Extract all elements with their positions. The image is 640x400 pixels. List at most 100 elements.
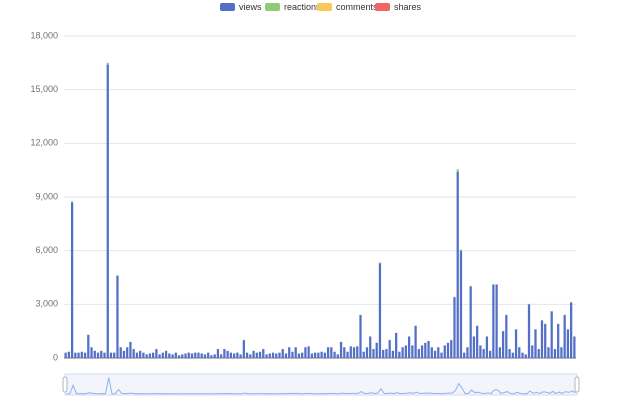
bar [492, 284, 495, 285]
bar [375, 342, 378, 358]
bar [142, 352, 145, 358]
bar [508, 349, 511, 358]
legend-swatch[interactable] [375, 3, 390, 11]
bar [268, 353, 271, 358]
bar [372, 349, 375, 358]
bar [553, 349, 557, 358]
bar [420, 345, 424, 358]
bar [547, 347, 550, 358]
bar [570, 302, 573, 358]
bar [216, 349, 220, 358]
bar [362, 351, 365, 358]
bar [119, 347, 122, 358]
legend-swatch[interactable] [317, 3, 332, 11]
bar [113, 352, 116, 358]
y-tick-label: 18,000 [30, 30, 58, 40]
bar [288, 347, 291, 358]
bar [271, 352, 275, 358]
bar [229, 352, 233, 358]
bar [145, 354, 148, 358]
bar [407, 336, 411, 358]
bar [70, 202, 74, 358]
bar [87, 334, 90, 358]
legend-label[interactable]: reactions [284, 2, 321, 12]
bar [100, 350, 103, 358]
bar [427, 341, 430, 358]
bar [132, 349, 135, 358]
bar [391, 350, 395, 358]
y-tick-label: 9,000 [35, 191, 58, 201]
bar [346, 351, 349, 358]
bar [352, 347, 356, 358]
bar [116, 275, 119, 276]
bar [495, 284, 498, 358]
bar [168, 353, 171, 358]
bar [258, 351, 262, 358]
bar [106, 64, 109, 358]
legend-swatch[interactable] [220, 3, 235, 11]
bar [310, 353, 314, 358]
bar [203, 354, 207, 358]
bar [446, 342, 450, 358]
bar [304, 347, 307, 358]
bar [220, 354, 223, 358]
bar [232, 353, 236, 358]
zoom-handle[interactable] [574, 376, 580, 393]
bar [174, 352, 177, 358]
bar [161, 352, 164, 358]
bar [388, 340, 391, 358]
bar [278, 352, 281, 358]
bar [450, 340, 453, 358]
legend-label[interactable]: views [239, 2, 262, 12]
bar [126, 347, 129, 358]
bar [469, 286, 472, 358]
bar [382, 349, 385, 358]
bar [488, 350, 492, 358]
bar [294, 347, 297, 358]
bar [544, 324, 547, 358]
bar [67, 351, 70, 358]
bar [466, 347, 469, 358]
bar [404, 345, 408, 358]
bar [469, 285, 472, 287]
bar [320, 351, 323, 358]
bar [336, 354, 339, 358]
bar [197, 352, 200, 358]
bar [531, 345, 534, 358]
zoom-slider[interactable] [64, 373, 578, 396]
bar [378, 262, 382, 264]
bar [103, 352, 106, 358]
bar [171, 354, 174, 358]
bar [411, 345, 414, 358]
bar [307, 346, 310, 358]
bar [301, 352, 304, 358]
bar [164, 350, 168, 358]
bar [440, 352, 443, 358]
bar [265, 354, 268, 358]
legend-label[interactable]: shares [394, 2, 422, 12]
legend-label[interactable]: comments [336, 2, 378, 12]
legend-swatch[interactable] [265, 3, 280, 11]
bar [521, 352, 524, 358]
zoom-handle[interactable] [62, 376, 68, 393]
bar [106, 62, 109, 65]
bar [70, 201, 74, 203]
bar [395, 332, 398, 358]
bar [139, 350, 142, 358]
bar [122, 350, 126, 358]
y-tick-label: 15,000 [30, 84, 58, 94]
bar [213, 354, 216, 358]
bar [349, 346, 352, 358]
bar [291, 351, 294, 358]
bar [401, 347, 404, 358]
bar [207, 352, 210, 358]
bar [93, 350, 96, 358]
bar [417, 349, 420, 358]
bar [314, 352, 317, 358]
bar [433, 350, 437, 358]
bar [317, 352, 320, 358]
bar [459, 249, 463, 251]
bar [505, 315, 508, 358]
bar [479, 345, 482, 358]
bar [501, 331, 505, 358]
